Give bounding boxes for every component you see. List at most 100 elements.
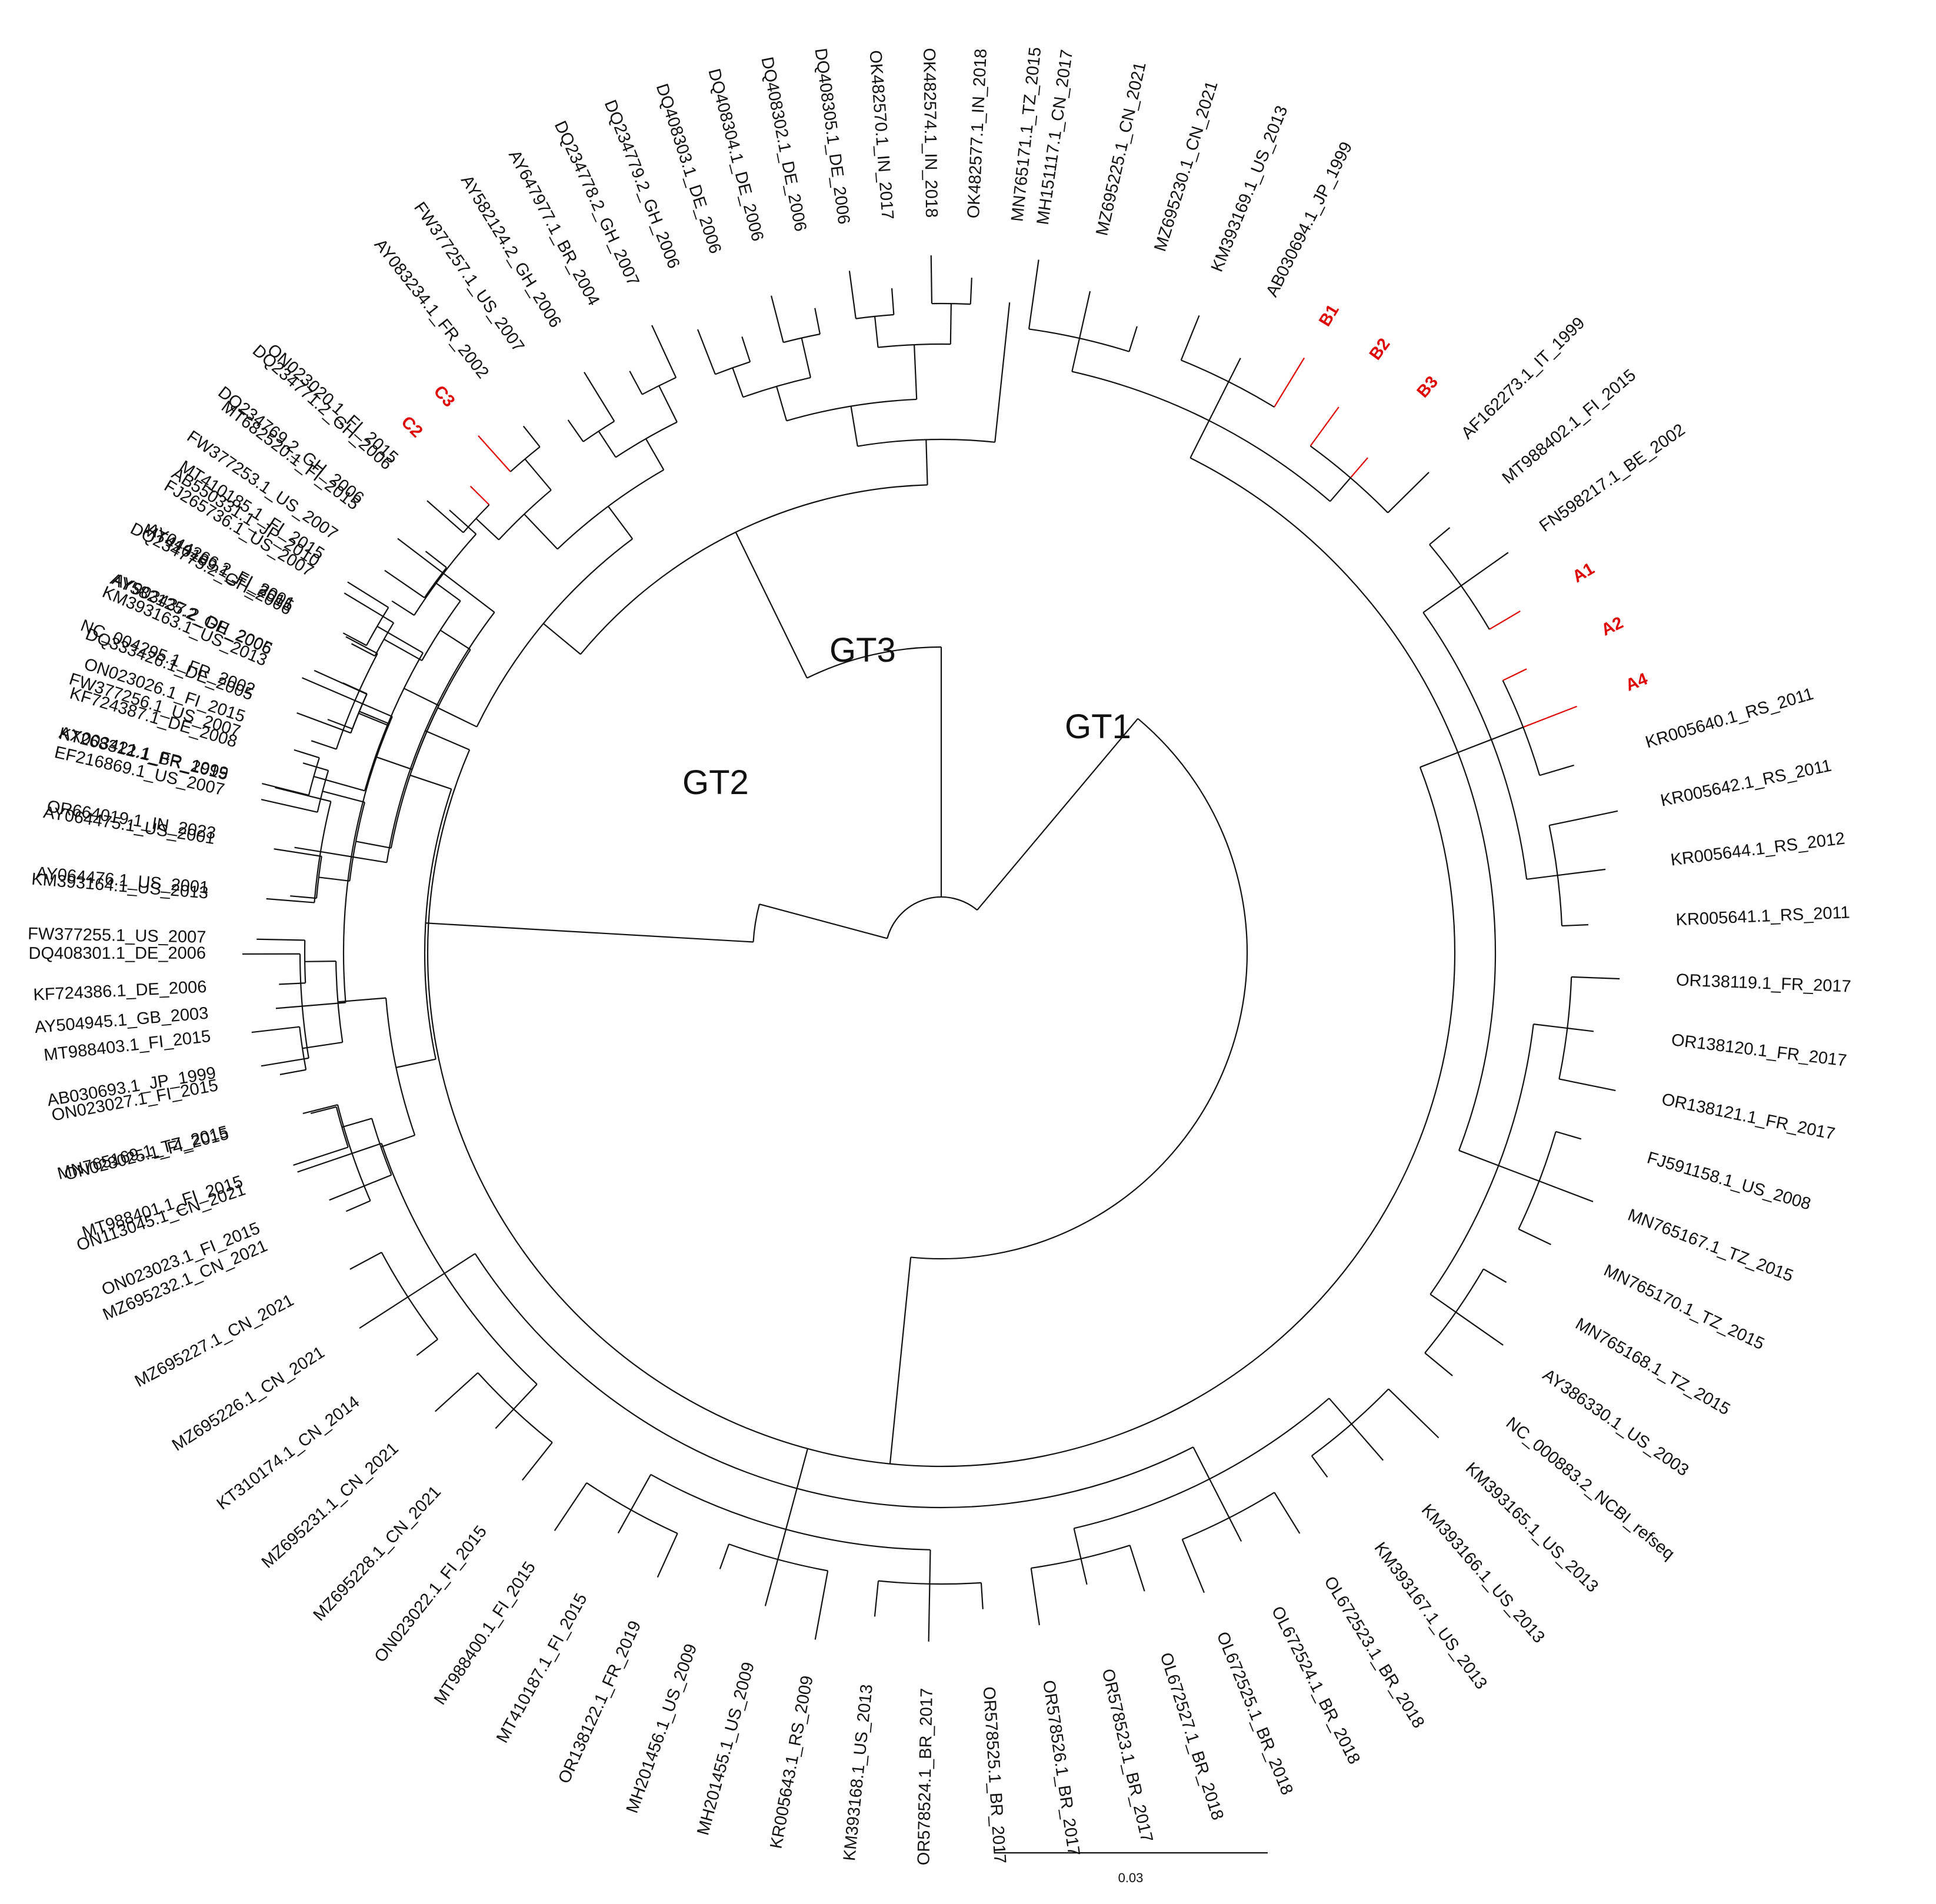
branch (384, 638, 422, 662)
branch (697, 329, 716, 375)
leaf-label-fw377257-1-us-2007: FW377257.1_US_2007 (410, 199, 528, 356)
branch (302, 1002, 346, 1007)
branch (345, 636, 378, 655)
branch (630, 1474, 652, 1510)
leaf-label-on023025-1-fi-2015: ON023025.1_FI_2015 (62, 1125, 231, 1185)
clade-label-gt1: GT1 (1065, 708, 1131, 746)
branch (302, 1104, 338, 1115)
branch (770, 295, 784, 343)
leaf-label-ay083234-1-fr-2002: AY083234.1_FR_2002 (371, 235, 492, 382)
branch (732, 367, 744, 398)
branch (994, 302, 1011, 442)
branch (645, 438, 665, 471)
branch (925, 439, 928, 485)
node-arc (857, 438, 995, 447)
branch (311, 740, 337, 750)
branch (1228, 1517, 1242, 1542)
branch (584, 372, 615, 422)
branch (1071, 338, 1081, 372)
leaf-label-km393169-1-us-2013: KM393169.1_US_2013 (1208, 103, 1292, 275)
branch (1129, 1545, 1145, 1592)
branch (1311, 1455, 1328, 1478)
branch (290, 895, 317, 899)
scale-bar-label: 0.03 (1118, 1870, 1144, 1885)
branch (426, 500, 464, 533)
branch (439, 629, 471, 651)
branch (1078, 291, 1091, 339)
leaf-label-fj591158-1-us-2008: FJ591158.1_US_2008 (1645, 1148, 1813, 1213)
clade-label-gt2: GT2 (682, 763, 749, 802)
branch (275, 786, 331, 802)
branch (416, 1339, 438, 1356)
branch (1533, 1023, 1568, 1029)
branch (435, 582, 461, 602)
branch (375, 756, 412, 771)
branch (1349, 457, 1368, 479)
branch (1351, 1423, 1384, 1461)
branch (1539, 1180, 1594, 1202)
branch (310, 1106, 337, 1114)
leaf-label-a1: A1 (1570, 559, 1598, 586)
branch (889, 1257, 912, 1464)
branch (342, 632, 367, 646)
branch (524, 513, 558, 550)
branch (567, 419, 584, 442)
branch (437, 707, 478, 728)
branch (969, 278, 972, 305)
branch (928, 1583, 931, 1642)
branch (657, 1533, 678, 1578)
branch (848, 271, 857, 319)
branch (1557, 868, 1606, 876)
branch (1309, 406, 1339, 446)
branch (469, 485, 490, 506)
leaf-label-or138120-1-fr-2017: OR138120.1_FR_2017 (1670, 1031, 1848, 1071)
branch (741, 336, 751, 362)
leaf-label-ok482577-1-in-2018: OK482577.1_IN_2018 (964, 48, 991, 219)
branch (1128, 326, 1138, 352)
branch (1419, 752, 1458, 768)
branch (351, 856, 387, 863)
branch (1559, 1078, 1616, 1092)
branch (251, 1026, 300, 1033)
branch (359, 1296, 408, 1329)
leaf-label-or578523-1-br-2017: OR578523.1_BR_2017 (1098, 1667, 1157, 1844)
branch (1274, 357, 1305, 408)
branch (1073, 1528, 1082, 1559)
leaf-label-kr005643-1-rs-2009: KR005643.1_RS_2009 (767, 1674, 817, 1850)
branch (302, 1042, 343, 1049)
branch (359, 711, 389, 724)
branch (443, 573, 495, 613)
leaf-label-or138119-1-fr-2017: OR138119.1_FR_2017 (1676, 971, 1852, 996)
branch (814, 1570, 829, 1640)
branch (376, 625, 424, 653)
branch (301, 677, 355, 701)
leaf-label-ok482570-1-in-2017: OK482570.1_IN_2017 (865, 49, 897, 220)
branch (329, 1174, 392, 1201)
branch (1387, 472, 1429, 513)
branch (1181, 1539, 1205, 1593)
node-arc (424, 567, 447, 598)
branch (1502, 668, 1527, 681)
leaf-label-kr005644-1-rs-2012: KR005644.1_RS_2012 (1670, 829, 1846, 870)
node-arc (752, 903, 760, 942)
branch (651, 325, 677, 378)
branch (1429, 527, 1451, 545)
branch (930, 255, 933, 304)
branch (785, 1488, 798, 1530)
leaf-label-mh201455-1-us-2009: MH201455.1_US_2009 (694, 1660, 758, 1837)
leaf-label-c3: C3 (430, 382, 459, 411)
leaf-label-kf724386-1-de-2006: KF724386.1_DE_2006 (33, 978, 207, 1005)
leaf-label-or138121-1-fr-2017: OR138121.1_FR_2017 (1660, 1090, 1837, 1143)
node-arc (385, 998, 416, 1136)
branch (1518, 1228, 1551, 1245)
leaf-label-kr005642-1-rs-2011: KR005642.1_RS_2011 (1659, 756, 1833, 811)
leaf-label-dq408305-1-de-2006: DQ408305.1_DE_2006 (811, 47, 853, 225)
branch (318, 876, 350, 882)
branch (1461, 552, 1509, 586)
branch (554, 1482, 588, 1532)
node-arc (462, 504, 490, 533)
branch (764, 1559, 779, 1606)
branch (522, 425, 541, 448)
branch (1228, 358, 1241, 382)
